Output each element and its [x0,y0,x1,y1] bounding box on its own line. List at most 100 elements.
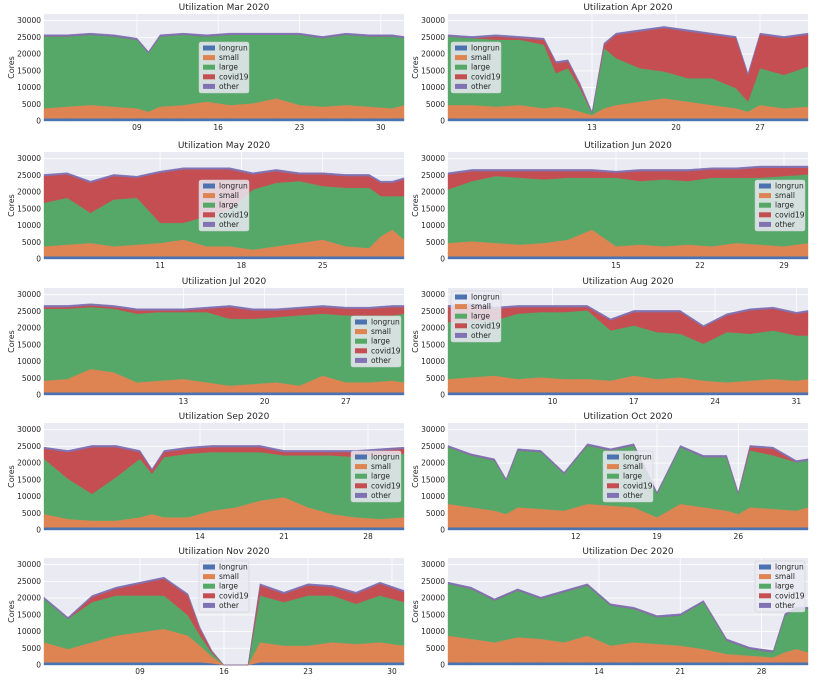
y-tick-label: 15000 [421,204,445,213]
legend-swatch-large [455,64,467,70]
y-tick-label: 15000 [17,475,41,484]
x-tick-label: 21 [279,532,289,541]
legend-swatch-small [355,329,367,335]
legend-label-small: small [219,53,239,62]
legend-swatch-other [203,83,215,89]
legend-label-covid19: covid19 [219,210,249,219]
y-tick-label: 15000 [421,340,445,349]
legend-swatch-small [455,55,467,61]
y-tick-label: 5000 [22,100,41,109]
legend-swatch-large [203,583,215,589]
y-tick-label: 25000 [17,577,41,586]
legend-box [754,560,806,613]
y-axis-label: Cores [7,194,16,217]
legend-label-large: large [623,472,642,481]
legend-swatch-covid19 [455,74,467,80]
legend-label-small: small [471,53,491,62]
legend-swatch-other [455,83,467,89]
legend-swatch-large [355,473,367,479]
chart-title: Utilization Dec 2020 [582,547,673,557]
x-tick-label: 18 [237,261,247,270]
chart-svg: 0 5000 10000 15000 20000 25000 30000 13 20 27 Util… [411,3,809,132]
legend-label-longrun: longrun [471,293,500,302]
legend-swatch-longrun [607,454,619,460]
y-tick-label: 30000 [17,154,41,163]
y-tick-label: 25000 [421,171,445,180]
y-tick-label: 30000 [421,560,445,569]
x-tick-label: 16 [213,123,223,132]
chart-panel: 0 5000 10000 15000 20000 25000 30000 15 22 29 Util… [406,139,811,275]
legend-label-large: large [775,582,794,591]
y-tick-label: 20000 [17,324,41,333]
x-tick-label: 30 [376,123,386,132]
y-tick-label: 20000 [421,188,445,197]
x-tick-label: 10 [548,397,558,406]
x-tick-label: 20 [260,397,270,406]
legend-swatch-covid19 [607,483,619,489]
y-tick-label: 30000 [421,154,445,163]
legend-box [450,41,502,94]
x-tick-label: 09 [135,667,145,676]
y-tick-label: 30000 [421,290,445,299]
y-tick-label: 5000 [426,374,445,383]
legend-label-other: other [775,220,796,229]
legend-label-longrun: longrun [775,563,804,572]
y-tick-label: 15000 [17,66,41,75]
y-tick-label: 15000 [17,340,41,349]
x-tick-label: 13 [179,397,189,406]
chart-title: Utilization Oct 2020 [583,412,673,422]
legend-swatch-longrun [203,183,215,189]
legend-label-small: small [219,191,239,200]
legend-swatch-other [203,221,215,227]
x-tick-label: 14 [195,532,205,541]
y-tick-label: 10000 [421,221,445,230]
y-tick-label: 20000 [17,50,41,59]
chart-svg: 0 5000 10000 15000 20000 25000 30000 12 19 26 Util… [411,412,809,541]
legend-swatch-covid19 [759,212,771,218]
y-tick-label: 0 [440,661,445,670]
chart-title: Utilization Sep 2020 [179,412,270,422]
chart-svg: 0 5000 10000 15000 20000 25000 30000 14 21 28 Util… [411,547,809,676]
y-tick-label: 5000 [426,238,445,247]
legend-label-longrun: longrun [371,453,400,462]
legend-swatch-longrun [759,564,771,570]
chart-panel: 0 5000 10000 15000 20000 25000 30000 12 19 26 Util… [406,410,811,546]
y-tick-label: 0 [36,661,41,670]
legend-label-other: other [371,356,392,365]
y-tick-label: 0 [36,526,41,535]
y-axis-label: Cores [411,56,420,79]
legend-swatch-large [355,338,367,344]
legend-swatch-longrun [203,45,215,51]
y-tick-label: 20000 [421,594,445,603]
chart-svg: 0 5000 10000 15000 20000 25000 30000 10 17 24 31 Ut… [411,277,809,406]
legend-swatch-large [607,473,619,479]
y-tick-label: 0 [36,255,41,264]
legend-label-covid19: covid19 [371,481,401,490]
legend-label-other: other [219,220,240,229]
legend-label-other: other [219,82,240,91]
chart-panel: 0 5000 10000 15000 20000 25000 30000 10 17 24 31 Ut… [406,275,811,411]
legend-label-small: small [219,572,239,581]
area-longrun [447,662,809,666]
chart-svg: 0 5000 10000 15000 20000 25000 30000 11 18 25 Util… [7,141,405,270]
legend-label-small: small [371,327,391,336]
y-tick-label: 10000 [17,627,41,636]
y-tick-label: 5000 [22,509,41,518]
y-axis-label: Cores [411,600,420,623]
x-tick-label: 22 [695,261,705,270]
legend-label-longrun: longrun [219,563,248,572]
legend-label-small: small [775,191,795,200]
y-tick-label: 25000 [421,577,445,586]
x-tick-label: 15 [611,261,621,270]
legend-swatch-other [759,221,771,227]
y-tick-label: 10000 [17,492,41,501]
y-tick-label: 0 [36,391,41,400]
legend-swatch-small [455,304,467,310]
legend-label-small: small [471,302,491,311]
legend-swatch-small [607,464,619,470]
area-longrun [447,392,809,396]
chart-panel: 0 5000 10000 15000 20000 25000 30000 14 21 28 Util… [2,410,407,546]
